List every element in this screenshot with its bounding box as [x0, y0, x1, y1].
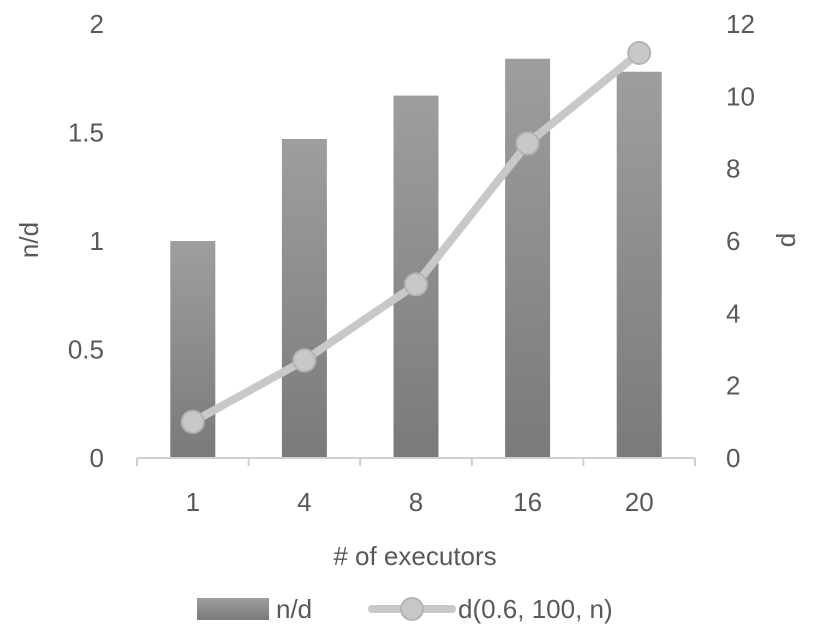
- x-tick-label: 4: [297, 487, 311, 517]
- bar-16: [505, 58, 551, 458]
- legend: n/d d(0.6, 100, n): [197, 594, 613, 624]
- x-tick-label: 8: [409, 487, 423, 517]
- right-tick-label: 4: [726, 298, 740, 328]
- line-point-20: [627, 40, 652, 65]
- x-tick-label: 20: [625, 487, 654, 517]
- x-axis-title: # of executors: [333, 541, 496, 571]
- x-tick-label: 16: [513, 487, 542, 517]
- right-tick-label: 12: [726, 9, 755, 39]
- line-point-8: [404, 272, 428, 297]
- right-tick-label: 10: [726, 81, 755, 111]
- line-point-4: [292, 348, 317, 373]
- right-axis-title: d: [771, 233, 801, 247]
- x-tick-label: 1: [186, 487, 200, 517]
- line-point-1: [180, 409, 205, 434]
- right-tick-label: 6: [726, 226, 740, 256]
- left-tick-label: 1.5: [68, 118, 104, 148]
- legend-label-bars: n/d: [276, 594, 312, 624]
- right-tick-label: 8: [726, 154, 740, 184]
- line-point-16: [515, 131, 540, 156]
- left-tick-label: 0.5: [68, 335, 104, 365]
- right-tick-label: 2: [726, 371, 740, 401]
- bar-20: [616, 71, 662, 459]
- legend-label-line: d(0.6, 100, n): [458, 594, 613, 624]
- left-axis-title: n/d: [14, 222, 44, 258]
- right-tick-label: 0: [726, 443, 740, 473]
- legend-swatch-bars: [197, 598, 269, 620]
- left-tick-label: 0: [90, 443, 104, 473]
- left-tick-label: 2: [90, 9, 104, 39]
- bar-4: [281, 139, 327, 458]
- legend-swatch-marker: [400, 597, 424, 621]
- left-tick-label: 1: [90, 226, 104, 256]
